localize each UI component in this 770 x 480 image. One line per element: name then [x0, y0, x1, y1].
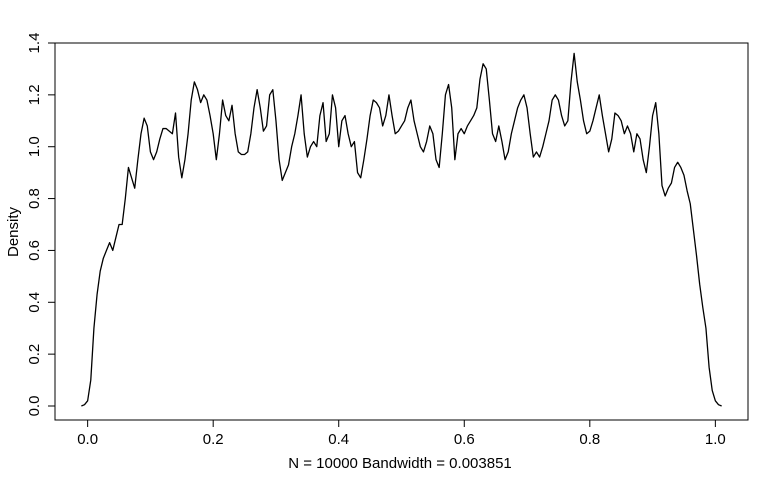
y-axis-label: Density [5, 206, 22, 257]
x-tick-label: 0.4 [328, 431, 349, 448]
x-tick-label: 0.2 [203, 431, 224, 448]
y-tick-label: 0.8 [26, 188, 43, 209]
y-tick-label: 1.4 [26, 33, 43, 54]
x-tick-label: 0.8 [579, 431, 600, 448]
x-axis-label: N = 10000 Bandwidth = 0.003851 [288, 455, 512, 472]
x-tick-label: 0.6 [454, 431, 475, 448]
y-tick-label: 0.0 [26, 396, 43, 417]
plot-frame [54, 42, 749, 421]
density-line [81, 52, 722, 407]
x-tick-label: 1.0 [705, 431, 726, 448]
y-tick-label: 0.2 [26, 344, 43, 365]
y-tick-label: 0.6 [26, 240, 43, 261]
y-tick-label: 1.0 [26, 136, 43, 157]
x-tick-label: 0.0 [77, 431, 98, 448]
y-tick-label: 0.4 [26, 292, 43, 313]
y-tick-label: 1.2 [26, 84, 43, 105]
